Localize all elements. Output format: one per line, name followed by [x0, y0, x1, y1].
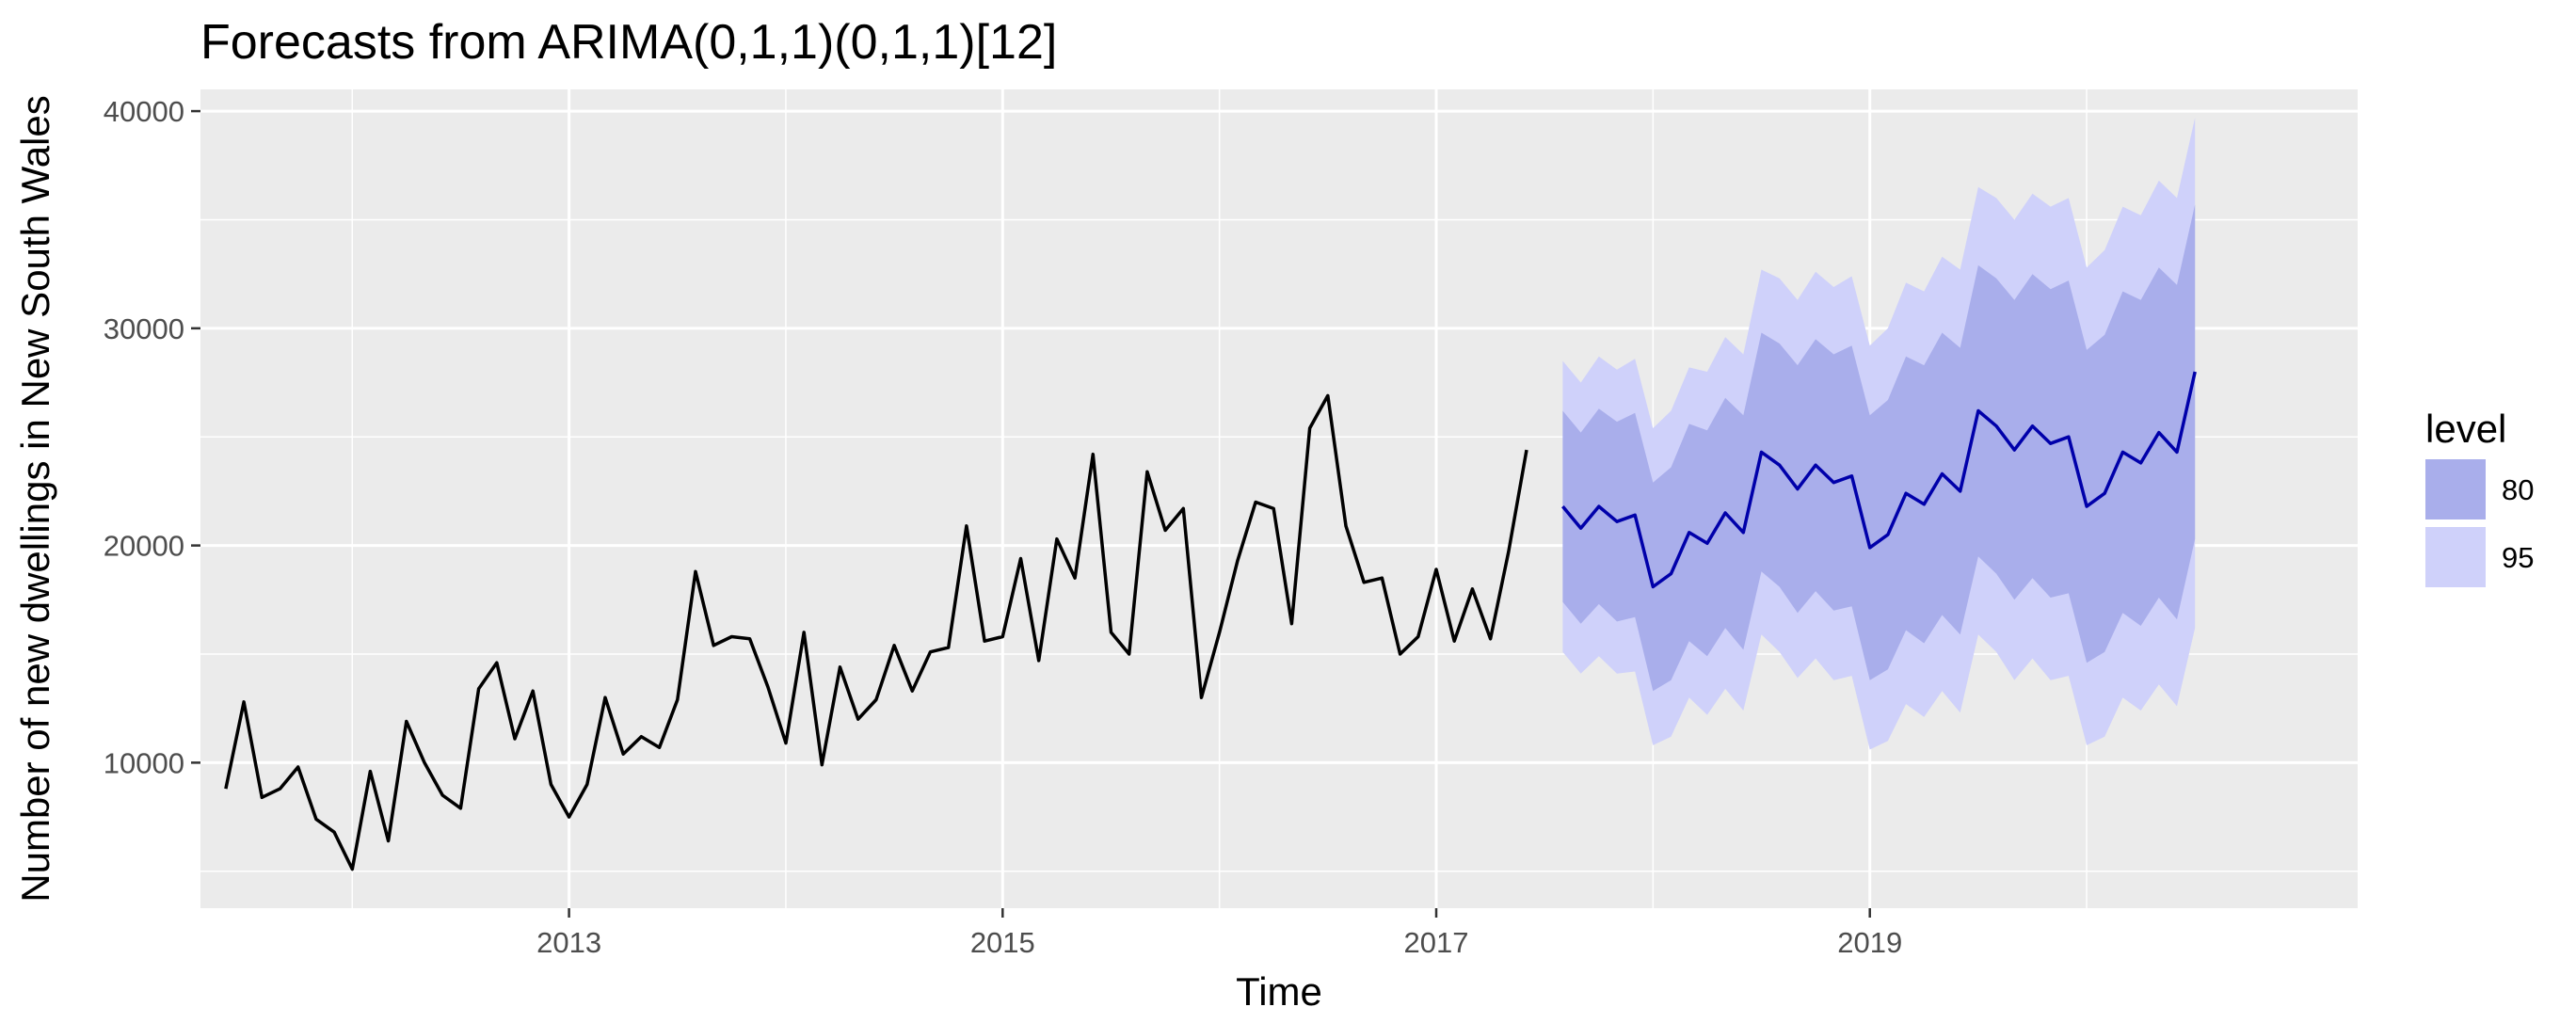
- y-tick-label: 40000: [104, 95, 184, 128]
- legend-title: level: [2425, 407, 2506, 451]
- y-axis-title: Number of new dwellings in New South Wal…: [13, 95, 57, 903]
- y-tick-label: 10000: [104, 746, 184, 779]
- x-tick-label: 2015: [970, 926, 1035, 959]
- y-tick-label: 30000: [104, 312, 184, 345]
- observed-series-line: [224, 393, 1528, 871]
- x-axis-title: Time: [1236, 969, 1322, 1014]
- chart-title: Forecasts from ARIMA(0,1,1)(0,1,1)[12]: [200, 15, 1057, 70]
- legend: level 80 95: [2425, 407, 2534, 587]
- axis-ticks: 2013 2015 2017 2019 10000 20000 30000 40000: [104, 95, 1902, 959]
- x-tick-label: 2017: [1404, 926, 1469, 959]
- legend-key-80: [2425, 459, 2486, 519]
- legend-key-95: [2425, 527, 2486, 587]
- x-tick-label: 2019: [1837, 926, 1902, 959]
- legend-label-80: 80: [2502, 473, 2534, 506]
- y-tick-label: 20000: [104, 530, 184, 563]
- legend-label-95: 95: [2502, 541, 2534, 574]
- prediction-intervals: [1562, 118, 2196, 750]
- band-80: [1562, 204, 2196, 692]
- series-lines: [224, 371, 2197, 871]
- x-tick-label: 2013: [536, 926, 601, 959]
- forecast-mean-line: [1561, 371, 2197, 589]
